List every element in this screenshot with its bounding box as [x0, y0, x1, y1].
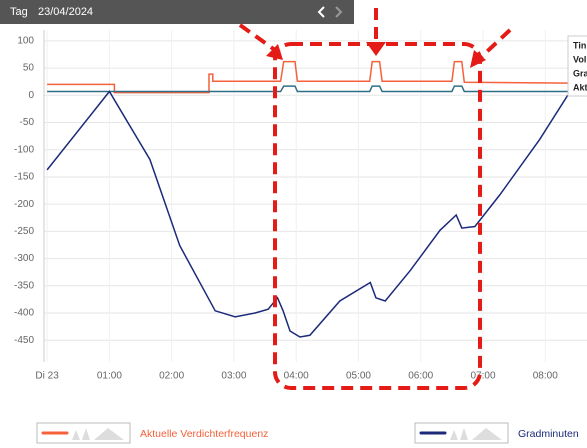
y-tick-label: -200	[14, 199, 34, 210]
x-tick-label: 08:00	[533, 371, 558, 382]
x-tick-label: 06:00	[408, 371, 433, 382]
x-tick-label: 02:00	[159, 371, 184, 382]
header-bar	[0, 0, 354, 24]
x-tick-label: 07:00	[470, 371, 495, 382]
y-tick-label: 0	[28, 90, 34, 101]
header-label: Tag	[10, 6, 28, 18]
tooltip-text: Gra	[573, 68, 587, 78]
legend-label: Aktuelle Verdichterfrequenz	[140, 428, 268, 440]
x-tick-label: 03:00	[221, 371, 246, 382]
y-tick-label: 100	[17, 36, 34, 47]
y-tick-label: -300	[14, 253, 34, 264]
series-line	[46, 90, 569, 338]
prev-button[interactable]	[317, 6, 325, 18]
y-tick-label: -450	[14, 335, 34, 346]
y-tick-label: -50	[20, 117, 35, 128]
legend-label: Gradminuten	[518, 428, 579, 440]
x-tick-label: 05:00	[346, 371, 371, 382]
header-date: 23/04/2024	[38, 6, 93, 18]
tooltip-text: Vol	[573, 54, 586, 64]
next-button[interactable]	[335, 6, 343, 18]
legend-icon	[72, 428, 124, 440]
x-tick-label: 04:00	[284, 371, 309, 382]
annotation-arrowhead	[266, 42, 486, 68]
x-tick-label: 01:00	[97, 371, 122, 382]
tooltip	[567, 35, 587, 97]
y-tick-label: -150	[14, 172, 34, 183]
series-line	[47, 60, 587, 94]
y-tick-label: -400	[14, 308, 34, 319]
series-line	[47, 85, 587, 93]
y-tick-label: -350	[14, 280, 34, 291]
tooltip-text: Akt	[573, 82, 587, 92]
y-tick-label: -100	[14, 144, 34, 155]
legend-icon	[450, 428, 502, 440]
y-tick-label: -250	[14, 226, 34, 237]
y-tick-label: 50	[23, 63, 35, 74]
tooltip-text: Tin	[573, 40, 586, 50]
x-tick-label: Di 23	[35, 371, 59, 382]
